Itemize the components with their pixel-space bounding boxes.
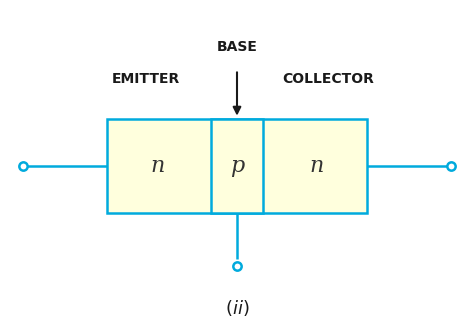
Text: EMITTER: EMITTER [112,72,180,86]
Text: BASE: BASE [217,40,257,54]
Text: n: n [309,155,323,177]
Bar [107,119,367,213]
Text: COLLECTOR: COLLECTOR [282,72,374,86]
Text: n: n [151,155,165,177]
Text: p: p [230,155,244,177]
Text: ($\mathit{ii}$): ($\mathit{ii}$) [225,298,249,318]
Bar [211,119,263,213]
